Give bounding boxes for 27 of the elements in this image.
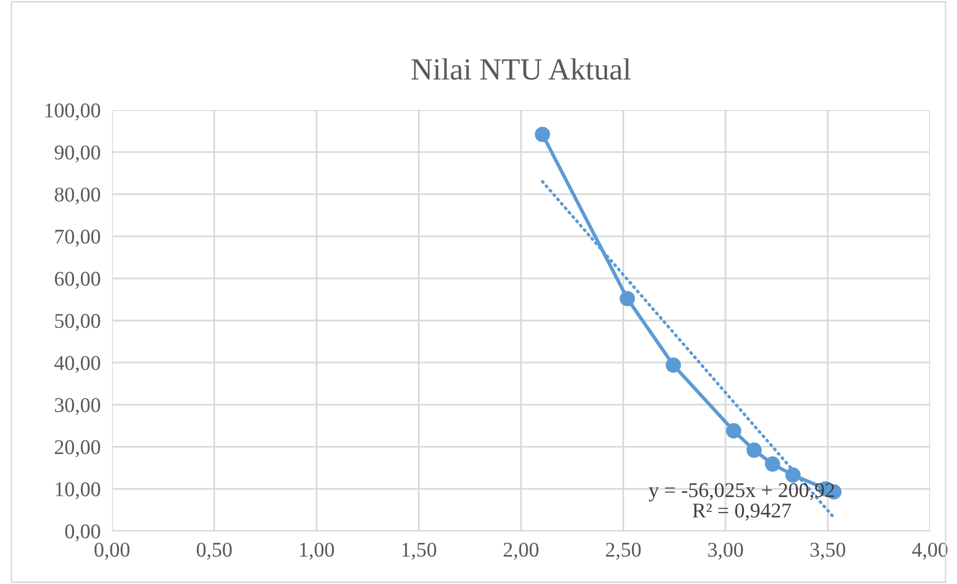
y-tick-label: 20,00 bbox=[54, 440, 100, 458]
y-tick-label: 100,00 bbox=[45, 103, 100, 120]
x-tick-label: 0,50 bbox=[196, 542, 232, 560]
y-tick-label: 0,00 bbox=[65, 524, 100, 542]
x-tick-label: 3,00 bbox=[708, 542, 743, 560]
y-tick-label: 80,00 bbox=[54, 188, 100, 205]
point bbox=[764, 456, 780, 472]
y-tick-label: 40,00 bbox=[54, 356, 100, 374]
x-tick-label: 3,50 bbox=[810, 542, 846, 560]
x-tick-label: 2,50 bbox=[606, 542, 641, 560]
point bbox=[746, 442, 762, 458]
y-tick-label: 60,00 bbox=[54, 272, 100, 289]
y-tick-label: 70,00 bbox=[55, 230, 100, 247]
y-tick-label: 90,00 bbox=[54, 145, 100, 163]
point bbox=[726, 423, 742, 438]
x-tick-label: 1,00 bbox=[300, 542, 334, 560]
point bbox=[785, 467, 801, 483]
point bbox=[666, 357, 681, 373]
point bbox=[620, 290, 635, 306]
point bbox=[534, 126, 550, 142]
x-tick-label: 2,00 bbox=[504, 542, 538, 560]
x-tick-label: 0,00 bbox=[94, 542, 130, 560]
x-tick-label: 1,50 bbox=[402, 542, 436, 560]
y-tick-label: 10,00 bbox=[56, 482, 100, 500]
chart-title: Nilai NTU Aktual bbox=[412, 58, 631, 80]
y-tick-label: 50,00 bbox=[55, 314, 100, 331]
y-tick-label: 30,00 bbox=[55, 398, 100, 416]
